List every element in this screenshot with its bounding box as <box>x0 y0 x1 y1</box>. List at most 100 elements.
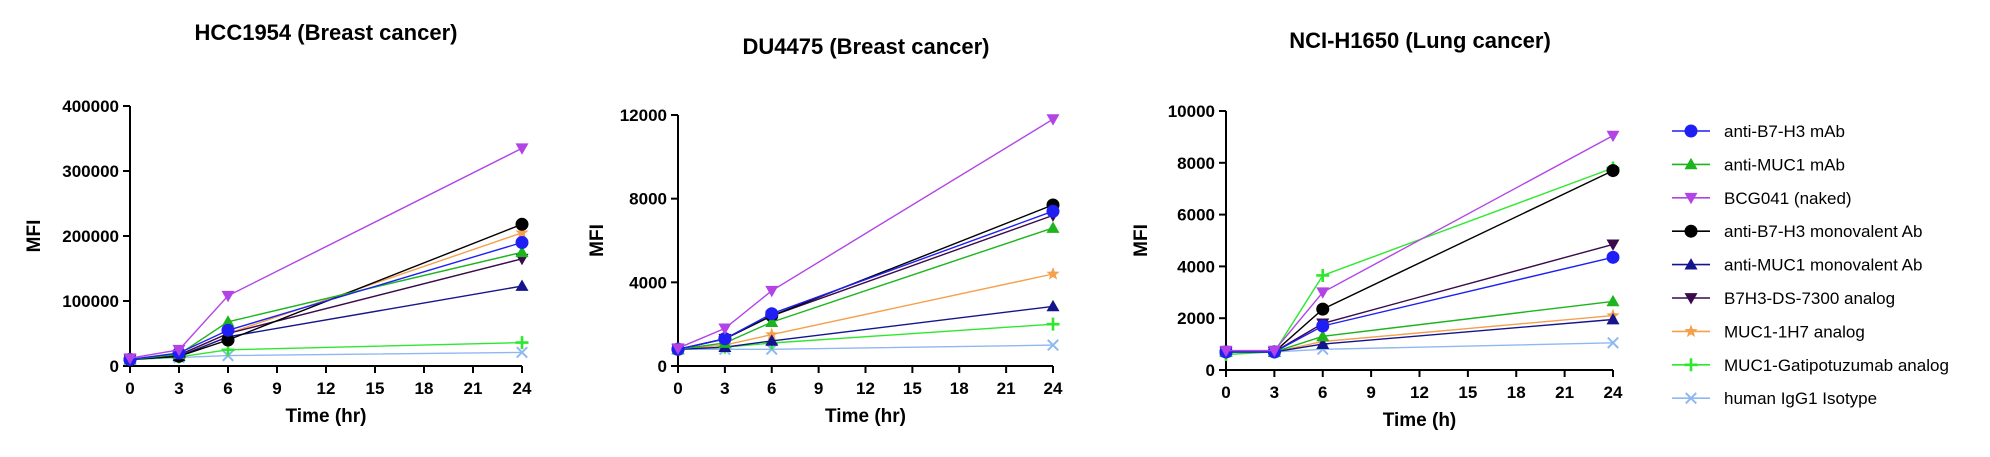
x-tick-label: 9 <box>814 379 823 398</box>
chart-panel-3: NCI-H1650 (Lung cancer) 0 2000 4000 6000 8000… <box>1131 28 1623 431</box>
series-line <box>129 241 523 361</box>
x-axis-label: Time (h) <box>1383 410 1457 431</box>
series-line <box>1226 134 1614 352</box>
data-point <box>515 225 529 239</box>
y-axis-label: MFI <box>24 220 45 253</box>
data-point <box>1219 345 1233 358</box>
legend-label: MUC1-1H7 analog <box>1724 322 1865 341</box>
data-point <box>1606 312 1620 325</box>
data-point <box>1606 164 1620 178</box>
y-tick-label: 0 <box>1206 361 1215 380</box>
data-point <box>1047 339 1059 351</box>
legend-entry: anti-MUC1 mAb <box>1672 155 1845 174</box>
y-tick-label: 2000 <box>1177 309 1215 328</box>
data-point <box>1606 239 1620 251</box>
series-b7h3-ds-7300-analog <box>671 210 1060 356</box>
data-point <box>1316 319 1330 333</box>
x-tick-label: 9 <box>272 379 281 398</box>
legend-marker <box>1684 358 1698 372</box>
legend-entry: human IgG1 Isotype <box>1672 389 1877 408</box>
data-point <box>1316 287 1330 299</box>
series-line <box>677 305 1054 350</box>
legend-label: BCG041 (naked) <box>1724 189 1852 208</box>
x-tick-label: 6 <box>223 379 232 398</box>
y-tick-label: 6000 <box>1177 206 1215 225</box>
data-point <box>1046 299 1060 312</box>
legend: anti-B7-H3 mAb anti-MUC1 mAb BCG041 (naked… <box>1672 122 1949 408</box>
x-tick-label: 21 <box>464 379 483 398</box>
series-b7h3-ds-7300-analog <box>1219 239 1620 359</box>
data-point <box>221 315 235 327</box>
x-tick-label: 24 <box>513 379 532 398</box>
data-point <box>765 307 779 321</box>
x-tick-label: 3 <box>174 379 183 398</box>
data-point <box>718 332 732 346</box>
legend-label: B7H3-DS-7300 analog <box>1724 289 1895 308</box>
data-point <box>1607 336 1619 349</box>
y-tick-label: 300000 <box>62 162 119 181</box>
legend-entry: anti-B7-H3 mAb <box>1672 122 1845 141</box>
data-point <box>123 353 137 365</box>
series-line <box>1226 256 1614 353</box>
data-point <box>221 333 235 347</box>
data-point <box>1606 250 1620 264</box>
legend-entry: MUC1-Gatipotuzumab analog <box>1672 356 1949 375</box>
series-line <box>1225 167 1614 356</box>
data-point <box>1046 221 1060 233</box>
legend-marker <box>1684 293 1698 305</box>
legend-label: anti-B7-H3 monovalent Ab <box>1724 222 1922 241</box>
data-point <box>515 245 529 258</box>
data-point <box>1046 266 1060 280</box>
x-tick-label: 18 <box>950 379 969 398</box>
x-tick-label: 0 <box>1221 383 1230 402</box>
y-tick-label: 8000 <box>629 190 667 209</box>
data-point <box>515 217 529 231</box>
x-tick-label: 3 <box>720 379 729 398</box>
x-tick-label: 12 <box>1410 383 1429 402</box>
x-tick-label: 21 <box>997 379 1016 398</box>
chart-title: NCI-H1650 (Lung cancer) <box>1289 28 1551 53</box>
y-tick-label: 8000 <box>1177 154 1215 173</box>
legend-marker <box>1684 324 1698 338</box>
legend-label: anti-B7-H3 mAb <box>1724 122 1845 141</box>
legend-label: MUC1-Gatipotuzumab analog <box>1724 356 1949 375</box>
legend-marker <box>1684 258 1698 270</box>
series-line <box>677 227 1054 350</box>
chart-title: DU4475 (Breast cancer) <box>742 34 989 59</box>
data-point <box>221 323 235 337</box>
x-tick-label: 15 <box>1458 383 1477 402</box>
legend-label: anti-MUC1 mAb <box>1724 155 1845 174</box>
data-point <box>1046 204 1060 218</box>
x-tick-label: 6 <box>767 379 776 398</box>
x-tick-label: 0 <box>673 379 682 398</box>
x-axis-label: Time (hr) <box>825 406 906 427</box>
y-axis-label: MFI <box>587 224 608 257</box>
data-point <box>718 323 732 335</box>
x-tick-label: 15 <box>903 379 922 398</box>
x-tick-label: 12 <box>317 379 336 398</box>
series-line <box>677 273 1054 350</box>
data-point <box>765 334 779 346</box>
y-tick-label: 10000 <box>1168 102 1215 121</box>
series-line <box>129 147 523 359</box>
series-line <box>678 344 1054 350</box>
legend-marker <box>1684 157 1698 170</box>
y-tick-label: 0 <box>658 357 667 376</box>
series-muc1-gatipotuzumab-analog <box>1219 161 1620 361</box>
data-point <box>1316 302 1330 316</box>
series-bcg041-naked- <box>123 143 529 365</box>
data-point <box>515 279 529 291</box>
data-point <box>765 327 779 341</box>
data-point <box>1046 317 1060 331</box>
legend-entry: anti-MUC1 monovalent Ab <box>1672 256 1922 275</box>
chart-title: HCC1954 (Breast cancer) <box>195 20 458 45</box>
legend-label: anti-MUC1 monovalent Ab <box>1724 256 1922 275</box>
y-tick-label: 12000 <box>620 106 667 125</box>
data-point <box>172 344 186 357</box>
x-tick-label: 24 <box>1604 383 1623 402</box>
data-point <box>1316 337 1330 349</box>
series-anti-b7-h3-monovalent-ab <box>1219 164 1620 359</box>
data-point <box>765 315 779 327</box>
data-point <box>1606 294 1620 307</box>
data-point <box>515 236 529 249</box>
